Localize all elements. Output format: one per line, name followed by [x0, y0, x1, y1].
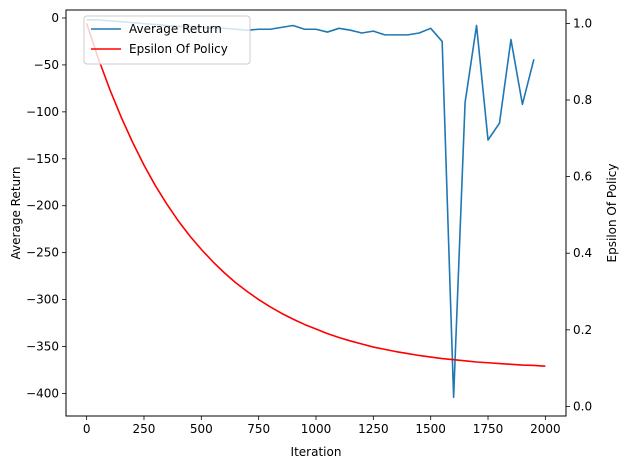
y-left-tick-label: −100 — [26, 105, 59, 119]
y-left-tick-label: −350 — [26, 340, 59, 354]
y-left-tick-label: −400 — [26, 386, 59, 400]
series-line-epsilon-of-policy — [85, 23, 546, 368]
y-right-tick-label: 0.8 — [573, 93, 592, 107]
x-tick-label: 1750 — [473, 422, 504, 436]
series-line-average-return — [86, 19, 535, 399]
legend: Average Return Epsilon Of Policy — [83, 15, 251, 65]
legend-label-average-return: Average Return — [129, 22, 222, 36]
x-axis-label: Iteration — [291, 445, 342, 459]
x-tick-label: 2000 — [530, 422, 561, 436]
x-tick-label: 1500 — [415, 422, 446, 436]
y-right-tick-label: 0.0 — [573, 399, 592, 413]
series-layer — [85, 19, 546, 399]
ticks-layer: 0 250 500 750 1000 1250 1500 1750 2000 0 −50 −100 −1… — [26, 11, 592, 436]
y-axis-label-right: Epsilon Of Policy — [605, 164, 619, 263]
x-tick-label: 750 — [247, 422, 270, 436]
y-right-tick-label: 0.6 — [573, 170, 592, 184]
x-tick-label: 0 — [83, 422, 91, 436]
y-left-tick-label: −200 — [26, 199, 59, 213]
x-tick-label: 1250 — [358, 422, 389, 436]
y-left-tick-label: −250 — [26, 246, 59, 260]
y-left-tick-label: 0 — [51, 11, 59, 25]
plot-frame — [65, 9, 567, 417]
y-right-tick-label: 0.2 — [573, 323, 592, 337]
y-right-tick-label: 0.4 — [573, 246, 592, 260]
legend-label-epsilon-of-policy: Epsilon Of Policy — [129, 42, 228, 56]
x-tick-label: 1000 — [301, 422, 332, 436]
legend-box — [83, 15, 251, 65]
y-left-tick-label: −50 — [34, 58, 59, 72]
y-left-tick-label: −150 — [26, 152, 59, 166]
y-right-tick-label: 1.0 — [573, 16, 592, 30]
y-axis-label-left: Average Return — [9, 167, 23, 260]
x-tick-label: 250 — [133, 422, 156, 436]
y-left-tick-label: −300 — [26, 293, 59, 307]
x-tick-label: 500 — [190, 422, 213, 436]
